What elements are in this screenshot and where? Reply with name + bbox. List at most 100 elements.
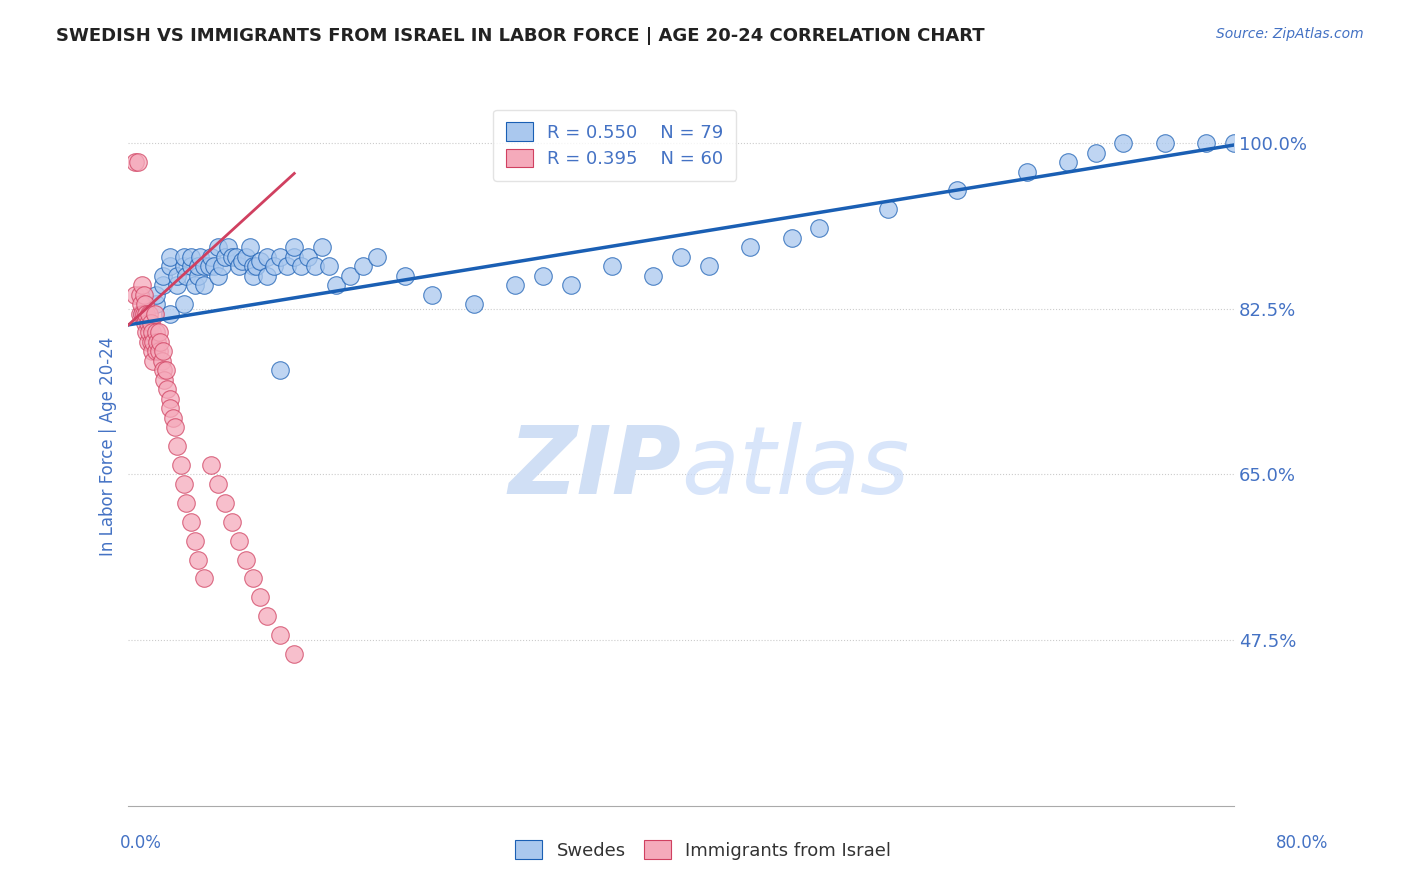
- Point: [283, 240, 305, 254]
- Point: [176, 496, 198, 510]
- Point: [207, 476, 229, 491]
- Point: [187, 552, 209, 566]
- Text: 0.0%: 0.0%: [120, 834, 162, 852]
- Point: [422, 287, 444, 301]
- Point: [141, 344, 163, 359]
- Point: [600, 259, 623, 273]
- Point: [946, 184, 969, 198]
- Point: [245, 259, 267, 273]
- Point: [249, 254, 271, 268]
- Point: [143, 306, 166, 320]
- Point: [311, 240, 333, 254]
- Point: [231, 254, 253, 268]
- Point: [176, 268, 198, 283]
- Point: [180, 259, 202, 273]
- Point: [136, 334, 159, 349]
- Point: [643, 268, 665, 283]
- Point: [269, 363, 291, 377]
- Point: [159, 250, 181, 264]
- Point: [193, 259, 215, 273]
- Point: [152, 363, 174, 377]
- Point: [1153, 136, 1175, 150]
- Point: [256, 609, 278, 624]
- Point: [131, 306, 153, 320]
- Point: [740, 240, 762, 254]
- Point: [339, 268, 361, 283]
- Point: [197, 259, 219, 273]
- Text: ZIP: ZIP: [508, 422, 681, 514]
- Point: [156, 382, 179, 396]
- Point: [290, 259, 312, 273]
- Point: [193, 572, 215, 586]
- Point: [150, 354, 173, 368]
- Point: [166, 278, 188, 293]
- Point: [139, 334, 162, 349]
- Point: [352, 259, 374, 273]
- Point: [269, 250, 291, 264]
- Point: [1015, 164, 1038, 178]
- Point: [173, 259, 195, 273]
- Point: [394, 268, 416, 283]
- Point: [139, 316, 162, 330]
- Point: [200, 458, 222, 472]
- Point: [128, 287, 150, 301]
- Point: [132, 287, 155, 301]
- Point: [283, 250, 305, 264]
- Point: [193, 278, 215, 293]
- Point: [211, 259, 233, 273]
- Point: [560, 278, 582, 293]
- Point: [153, 373, 176, 387]
- Point: [145, 344, 167, 359]
- Point: [228, 533, 250, 548]
- Point: [256, 268, 278, 283]
- Point: [1223, 136, 1246, 150]
- Point: [135, 306, 157, 320]
- Point: [145, 326, 167, 340]
- Point: [149, 334, 172, 349]
- Point: [180, 515, 202, 529]
- Point: [242, 259, 264, 273]
- Point: [669, 250, 692, 264]
- Point: [531, 268, 554, 283]
- Point: [159, 401, 181, 416]
- Point: [187, 268, 209, 283]
- Point: [162, 410, 184, 425]
- Point: [173, 250, 195, 264]
- Text: atlas: atlas: [681, 422, 910, 513]
- Point: [166, 268, 188, 283]
- Point: [127, 155, 149, 169]
- Point: [142, 334, 165, 349]
- Point: [173, 297, 195, 311]
- Point: [239, 240, 262, 254]
- Text: SWEDISH VS IMMIGRANTS FROM ISRAEL IN LABOR FORCE | AGE 20-24 CORRELATION CHART: SWEDISH VS IMMIGRANTS FROM ISRAEL IN LAB…: [56, 27, 984, 45]
- Point: [159, 392, 181, 406]
- Point: [184, 278, 207, 293]
- Point: [242, 268, 264, 283]
- Point: [188, 250, 211, 264]
- Point: [221, 250, 243, 264]
- Point: [808, 221, 831, 235]
- Point: [269, 628, 291, 642]
- Point: [173, 476, 195, 491]
- Point: [463, 297, 485, 311]
- Point: [283, 647, 305, 661]
- Legend: R = 0.550    N = 79, R = 0.395    N = 60: R = 0.550 N = 79, R = 0.395 N = 60: [494, 110, 737, 181]
- Point: [1195, 136, 1218, 150]
- Point: [148, 326, 170, 340]
- Point: [134, 297, 156, 311]
- Point: [180, 250, 202, 264]
- Point: [159, 259, 181, 273]
- Point: [187, 259, 209, 273]
- Point: [207, 240, 229, 254]
- Point: [166, 439, 188, 453]
- Point: [202, 259, 225, 273]
- Point: [297, 250, 319, 264]
- Point: [235, 250, 257, 264]
- Point: [505, 278, 527, 293]
- Point: [155, 363, 177, 377]
- Text: 80.0%: 80.0%: [1277, 834, 1329, 852]
- Point: [214, 496, 236, 510]
- Point: [152, 268, 174, 283]
- Point: [142, 354, 165, 368]
- Point: [170, 458, 193, 472]
